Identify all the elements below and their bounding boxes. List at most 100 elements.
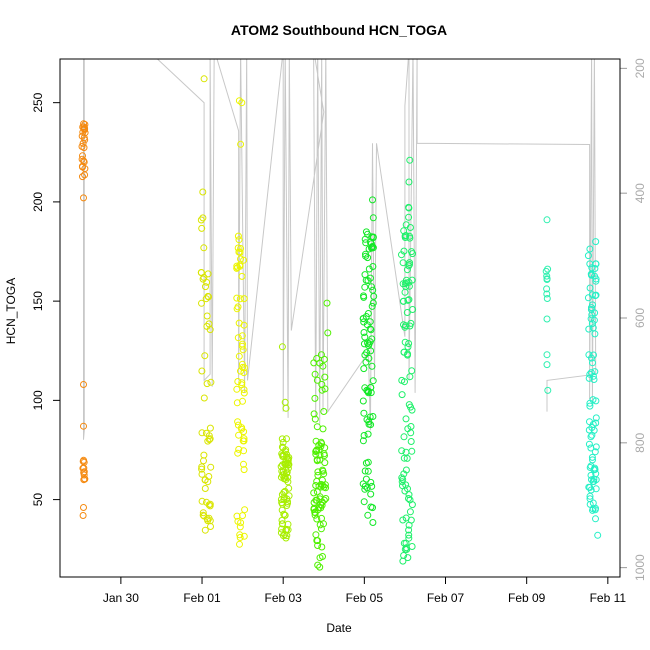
data-point xyxy=(585,325,593,333)
data-point xyxy=(280,452,288,459)
data-point xyxy=(370,292,378,300)
data-point xyxy=(591,448,599,456)
data-point xyxy=(403,309,411,316)
x-tick-label: Feb 03 xyxy=(265,591,303,605)
data-point xyxy=(200,457,207,465)
data-point xyxy=(589,456,596,464)
data-point xyxy=(592,419,600,427)
data-point xyxy=(360,409,368,417)
data-point xyxy=(238,342,246,350)
data-point xyxy=(361,384,369,392)
data-point xyxy=(79,512,87,519)
data-point xyxy=(200,75,208,83)
data-point xyxy=(80,468,88,476)
series-6 xyxy=(359,196,378,526)
data-point xyxy=(588,453,596,461)
data-point xyxy=(369,243,376,251)
data-point xyxy=(237,140,245,148)
data-point xyxy=(198,299,205,307)
data-point xyxy=(283,468,291,476)
data-point xyxy=(586,399,594,407)
data-point xyxy=(405,495,412,502)
data-point xyxy=(81,475,89,483)
data-point xyxy=(409,250,416,258)
data-point xyxy=(314,542,322,549)
data-point xyxy=(238,99,246,107)
data-point xyxy=(364,511,372,519)
data-point xyxy=(278,343,286,351)
data-point xyxy=(407,423,415,430)
data-point xyxy=(80,471,88,479)
data-point xyxy=(78,143,86,150)
data-point xyxy=(198,429,206,437)
data-point xyxy=(238,332,246,340)
data-point xyxy=(405,531,413,539)
data-point xyxy=(198,224,206,232)
data-point xyxy=(590,376,598,383)
data-point xyxy=(233,262,241,270)
data-point xyxy=(369,504,376,512)
data-point xyxy=(234,334,242,342)
data-point xyxy=(279,438,287,446)
data-point xyxy=(592,515,599,523)
data-point xyxy=(311,370,319,378)
data-point xyxy=(367,389,375,397)
data-point xyxy=(240,532,248,540)
data-point xyxy=(80,157,88,165)
x-tick-label: Feb 09 xyxy=(508,591,546,605)
data-point xyxy=(80,476,88,484)
data-point xyxy=(198,497,206,505)
data-point xyxy=(313,423,321,431)
data-point xyxy=(369,299,377,307)
data-point xyxy=(205,501,213,509)
data-point xyxy=(238,272,246,280)
data-point xyxy=(80,381,87,388)
series-1 xyxy=(78,120,89,519)
data-point xyxy=(367,478,375,486)
data-point xyxy=(236,531,244,539)
data-point xyxy=(589,372,597,380)
data-point xyxy=(368,482,376,490)
data-point xyxy=(590,316,598,324)
data-point xyxy=(591,292,599,300)
data-point xyxy=(315,441,323,449)
data-point xyxy=(402,448,410,456)
data-point xyxy=(404,343,412,351)
data-point xyxy=(202,295,210,303)
data-point xyxy=(235,445,243,453)
data-point xyxy=(402,544,410,552)
data-point xyxy=(310,489,318,497)
series-9 xyxy=(584,238,602,539)
data-point xyxy=(240,369,248,377)
data-point xyxy=(361,333,369,341)
data-point xyxy=(359,397,367,405)
data-point xyxy=(544,386,552,394)
data-point xyxy=(398,251,405,259)
data-point xyxy=(236,540,243,548)
data-point xyxy=(240,386,248,394)
data-point xyxy=(406,373,414,381)
data-point xyxy=(234,449,242,457)
data-point xyxy=(283,532,291,540)
data-point xyxy=(198,367,206,375)
data-point xyxy=(201,526,209,534)
data-point xyxy=(364,430,372,438)
points-layer xyxy=(78,75,602,571)
data-point xyxy=(592,277,600,285)
data-point xyxy=(283,502,291,509)
y2-tick-label: 600 xyxy=(633,308,647,328)
data-point xyxy=(310,499,318,506)
data-point xyxy=(362,252,370,260)
data-point xyxy=(365,265,373,273)
data-point xyxy=(406,232,414,240)
data-point xyxy=(282,404,290,412)
data-point xyxy=(543,216,551,224)
data-point xyxy=(207,378,215,386)
data-point xyxy=(544,265,552,273)
data-point xyxy=(368,283,375,291)
data-point xyxy=(404,350,412,358)
data-point xyxy=(365,354,373,362)
data-point xyxy=(406,261,413,268)
data-point xyxy=(398,376,406,384)
